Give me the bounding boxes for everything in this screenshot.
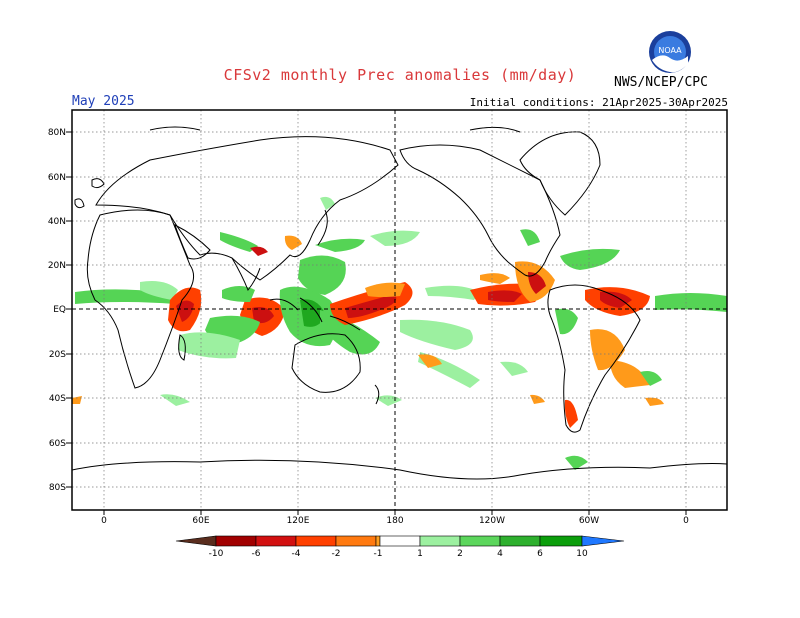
lat-label-40s: 40S	[49, 394, 66, 404]
forecast-month: May 2025	[72, 94, 135, 109]
map-gridlines	[72, 110, 727, 510]
lon-label-60e: 60E	[192, 516, 209, 526]
colorbar-label-p10: 10	[576, 549, 588, 559]
lon-label-0-east: 0	[683, 516, 689, 526]
lat-label-80n: 80N	[48, 128, 66, 138]
chart-title: CFSv2 monthly Prec anomalies (mm/day)	[223, 66, 577, 84]
colorbar-swatch-5	[375, 535, 381, 547]
colorbar-swatch-8	[459, 535, 501, 547]
lon-label-180: 180	[386, 516, 403, 526]
map-frame	[71, 109, 728, 511]
initial-conditions: Initial conditions: 21Apr2025-30Apr2025	[469, 96, 728, 109]
colorbar-swatch-10	[539, 535, 583, 547]
colorbar-swatch-3	[295, 535, 337, 547]
colorbar-swatch-11	[581, 535, 625, 547]
colorbar-label-m6: -6	[252, 549, 261, 559]
lat-label-80s: 80S	[49, 483, 66, 493]
lon-label-120w: 120W	[479, 516, 505, 526]
lat-label-eq: EQ	[53, 305, 66, 315]
colorbar-swatch-4	[335, 535, 377, 547]
colorbar-swatch-7	[419, 535, 461, 547]
colorbar-label-m4: -4	[292, 549, 301, 559]
svg-text:NOAA: NOAA	[658, 46, 682, 55]
colorbar-swatch-1	[215, 535, 257, 547]
colorbar-label-m1: -1	[374, 549, 383, 559]
colorbar-label-p2: 2	[457, 549, 463, 559]
colorbar-label-p4: 4	[497, 549, 503, 559]
lat-label-40n: 40N	[48, 217, 66, 227]
lat-label-20n: 20N	[48, 261, 66, 271]
colorbar-swatch-6	[379, 535, 421, 547]
lat-label-60n: 60N	[48, 173, 66, 183]
noaa-logo: NOAA	[649, 31, 691, 73]
coastlines	[72, 126, 727, 480]
colorbar-label-m2: -2	[332, 549, 341, 559]
agency-label: NWS/NCEP/CPC	[614, 75, 708, 90]
lon-label-120e: 120E	[287, 516, 310, 526]
colorbar-label-p6: 6	[537, 549, 543, 559]
colorbar-label-p1: 1	[417, 549, 423, 559]
lon-label-60w: 60W	[579, 516, 599, 526]
colorbar-swatch-2	[255, 535, 297, 547]
lat-label-60s: 60S	[49, 439, 66, 449]
colorbar: -10 -6 -4 -2 -1 1 2 4 6 10	[175, 535, 625, 559]
colorbar-swatch-9	[499, 535, 541, 547]
lon-label-0-west: 0	[101, 516, 107, 526]
lat-label-20s: 20S	[49, 350, 66, 360]
colorbar-swatch-0	[175, 535, 217, 547]
colorbar-label-m10: -10	[209, 549, 224, 559]
